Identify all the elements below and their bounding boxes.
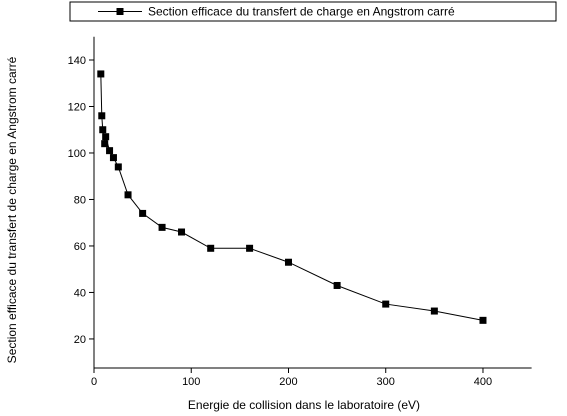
x-tick-label: 300 <box>377 376 395 388</box>
y-tick-label: 100 <box>68 148 86 160</box>
data-point <box>333 281 341 289</box>
y-tick-label: 40 <box>74 287 86 299</box>
data-point <box>246 244 254 252</box>
x-axis-label: Energie de collision dans le laboratoire… <box>188 398 420 412</box>
data-line <box>100 73 484 321</box>
data-point <box>98 112 106 120</box>
x-tick-label: 200 <box>279 376 297 388</box>
data-point <box>114 163 122 171</box>
data-point <box>479 316 487 324</box>
data-point <box>158 223 166 231</box>
y-tick-label: 120 <box>68 101 86 113</box>
data-point <box>101 140 109 148</box>
data-point <box>207 244 215 252</box>
y-axis-label: Section efficace du transfert de charge … <box>5 56 19 363</box>
data-point <box>109 154 117 162</box>
data-point <box>382 300 390 308</box>
data-point <box>102 133 110 141</box>
x-tick-label: 400 <box>474 376 492 388</box>
data-point <box>178 228 186 236</box>
data-point <box>97 70 105 78</box>
data-point <box>99 126 107 134</box>
y-tick-label: 60 <box>74 241 86 253</box>
data-point <box>430 307 438 315</box>
y-tick-label: 140 <box>68 55 86 67</box>
data-point <box>124 191 132 199</box>
legend-box <box>69 1 557 22</box>
x-tick-label: 0 <box>91 376 97 388</box>
y-tick-label: 20 <box>74 334 86 346</box>
x-tick-label: 100 <box>182 376 200 388</box>
data-point <box>139 209 147 217</box>
legend-marker <box>116 8 124 15</box>
data-point <box>106 147 114 155</box>
data-point <box>284 258 292 266</box>
y-tick-label: 80 <box>74 194 86 206</box>
legend-label: Section efficace du transfert de charge … <box>148 5 455 19</box>
